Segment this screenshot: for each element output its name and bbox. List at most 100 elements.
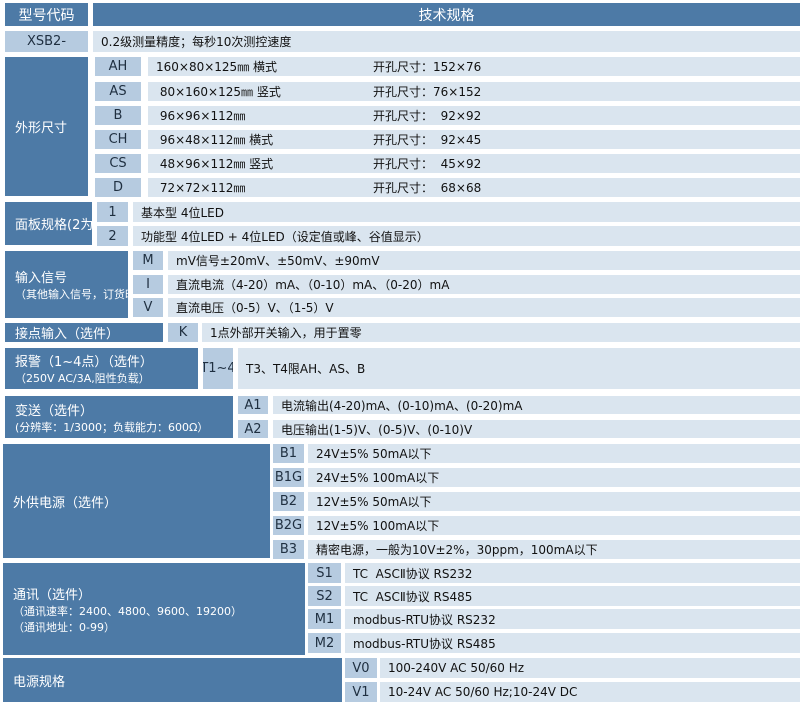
option-value: 基本型 4位LED	[133, 202, 800, 222]
option-description: 160×80×125㎜ 横式	[156, 60, 278, 74]
option-value: 96×48×112㎜ 横式 开孔尺寸： 92×45	[148, 130, 800, 149]
option-code: B2	[273, 492, 304, 511]
option-description: 80×160×125㎜ 竖式	[156, 85, 281, 99]
option-code: AH	[95, 57, 141, 76]
option-value: modbus-RTU协议 RS232	[345, 609, 800, 629]
option-value: 24V±5% 50mA以下	[308, 444, 800, 463]
option-code: V	[133, 298, 163, 317]
option-description: 电压输出(1-5)V、(0-5)V、(0-10)V	[281, 422, 473, 437]
section-title: 外形尺寸	[15, 121, 68, 136]
option-description: 12V±5% 50mA以下	[316, 495, 432, 509]
cutout-size: 开孔尺寸： 92×92	[373, 109, 482, 123]
cutout-size: 开孔尺寸：152×76	[373, 60, 482, 74]
option-code: A2	[238, 420, 268, 438]
option-code: S1	[308, 563, 341, 583]
option-description: 直流电压（0-5）V、（1-5）V	[176, 301, 334, 315]
section-label: 输入信号 （其他输入信号，订货时说明）	[5, 251, 128, 318]
header-spec-column: 技术规格	[93, 3, 800, 26]
option-code: B	[95, 106, 141, 125]
option-code: 1	[97, 202, 128, 222]
section-subtitle: （250V AC/3A,阻性负载）	[15, 372, 150, 385]
option-value: modbus-RTU协议 RS485	[345, 633, 800, 653]
option-description: 电流输出(4-20)mA、(0-10)mA、(0-20)mA	[281, 398, 523, 413]
option-code: B3	[273, 540, 304, 559]
option-code: AS	[95, 82, 141, 101]
section-subtitle: （通讯地址：0-99）	[13, 620, 115, 634]
header-code-column: 型号代码	[5, 3, 88, 26]
option-code: CS	[95, 154, 141, 173]
option-description: 基本型 4位LED	[141, 205, 224, 220]
cutout-size: 开孔尺寸：76×152	[373, 85, 482, 99]
option-value: 电压输出(1-5)V、(0-5)V、(0-10)V	[273, 420, 800, 438]
option-code: I	[133, 275, 163, 294]
option-description: mV信号±20mV、±50mV、±90mV	[176, 254, 380, 268]
section-title: 输入信号	[15, 271, 68, 286]
section-subtitle: (分辨率：1/3000；负载能力：600Ω）	[15, 420, 209, 434]
option-value: 直流电流（4-20）mA、（0-10）mA、（0-20）mA	[168, 275, 800, 294]
option-code: V1	[345, 682, 377, 702]
option-value: 24V±5% 100mA以下	[308, 468, 800, 487]
option-code: M1	[308, 609, 341, 629]
section-subtitle: （通讯速率：2400、4800、9600、19200）	[13, 604, 242, 618]
option-description: 24V±5% 50mA以下	[316, 447, 432, 461]
model-description: 0.2级测量精度；每秒10次测控速度	[93, 31, 800, 52]
section-label: 外形尺寸	[5, 57, 88, 196]
option-description: TC ASCⅡ协议 RS485	[353, 589, 473, 604]
option-value: TC ASCⅡ协议 RS232	[345, 563, 800, 583]
section-title: 报警（1~4点）（选件）	[15, 355, 153, 370]
option-value: 160×80×125㎜ 横式 开孔尺寸：152×76	[148, 57, 800, 76]
option-description: modbus-RTU协议 RS485	[353, 636, 496, 651]
option-code: S2	[308, 586, 341, 606]
option-code: T1~4	[203, 348, 233, 389]
option-value: 80×160×125㎜ 竖式 开孔尺寸：76×152	[148, 82, 800, 101]
option-value: 精密电源，一般为10V±2%，30ppm，100mA以下	[308, 540, 800, 559]
option-value: 1点外部开关输入，用于置零	[202, 323, 800, 342]
option-value: mV信号±20mV、±50mV、±90mV	[168, 251, 800, 270]
model-code: XSB2-	[5, 31, 88, 52]
cutout-size: 开孔尺寸： 92×45	[373, 133, 482, 147]
option-value: 100-240V AC 50/60 Hz	[380, 658, 800, 678]
option-description: 96×48×112㎜ 横式	[156, 133, 274, 147]
option-description: TC ASCⅡ协议 RS232	[353, 566, 473, 581]
option-value: 10-24V AC 50/60 Hz;10-24V DC	[380, 682, 800, 702]
cutout-size: 开孔尺寸： 45×92	[373, 157, 482, 171]
option-code: K	[168, 323, 198, 342]
option-code: A1	[238, 396, 268, 414]
option-code: M	[133, 251, 163, 270]
section-label: 接点输入（选件）	[5, 323, 163, 342]
option-value: 电流输出(4-20)mA、(0-10)mA、(0-20)mA	[273, 396, 800, 414]
option-description: 96×96×112㎜	[156, 109, 246, 123]
option-code: V0	[345, 658, 377, 678]
option-code: B2G	[273, 516, 304, 535]
option-value: 12V±5% 50mA以下	[308, 492, 800, 511]
section-title: 外供电源（选件）	[13, 495, 118, 511]
option-description: 100-240V AC 50/60 Hz	[388, 661, 525, 675]
option-code: D	[95, 178, 141, 197]
option-value: 功能型 4位LED + 4位LED（设定值或峰、谷值显示）	[133, 226, 800, 246]
option-code: B1	[273, 444, 304, 463]
section-title: 电源规格	[13, 674, 66, 690]
option-description: 12V±5% 100mA以下	[316, 519, 440, 533]
option-description: 1点外部开关输入，用于置零	[210, 326, 362, 340]
option-description: 72×72×112㎜	[156, 181, 246, 195]
section-title: 通讯（选件）	[13, 587, 92, 603]
option-description: 精密电源，一般为10V±2%，30ppm，100mA以下	[316, 543, 598, 557]
option-code: M2	[308, 633, 341, 653]
option-description: T3、T4限AH、AS、B	[246, 362, 366, 376]
option-value: T3、T4限AH、AS、B	[238, 348, 800, 389]
option-value: 直流电压（0-5）V、（1-5）V	[168, 298, 800, 317]
section-label: 通讯（选件） （通讯速率：2400、4800、9600、19200） （通讯地址：0…	[3, 563, 305, 655]
cutout-size: 开孔尺寸： 68×68	[373, 181, 482, 195]
section-title: 面板规格(2为选件)	[15, 218, 92, 233]
option-description: 24V±5% 100mA以下	[316, 471, 440, 485]
section-title: 变送（选件）	[15, 403, 94, 419]
option-code: CH	[95, 130, 141, 149]
option-value: 96×96×112㎜ 开孔尺寸： 92×92	[148, 106, 800, 125]
section-label: 外供电源（选件）	[3, 444, 270, 558]
option-code: 2	[97, 226, 128, 246]
option-description: modbus-RTU协议 RS232	[353, 612, 496, 627]
option-value: 72×72×112㎜ 开孔尺寸： 68×68	[148, 178, 800, 197]
option-value: 12V±5% 100mA以下	[308, 516, 800, 535]
option-code: B1G	[273, 468, 304, 487]
option-description: 48×96×112㎜ 竖式	[156, 157, 274, 171]
